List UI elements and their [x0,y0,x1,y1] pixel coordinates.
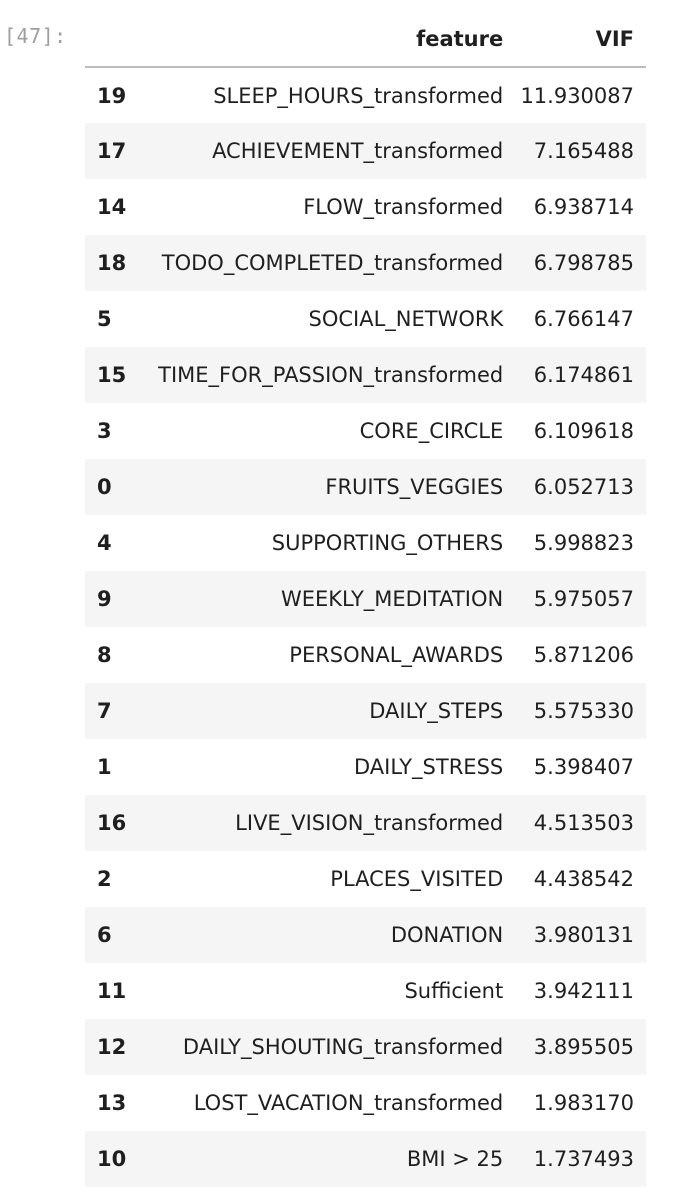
vif-column-header: VIF [517,12,646,68]
table-row: 3 CORE_CIRCLE 6.109618 [85,403,646,459]
vif-cell: 1.737493 [533,1147,634,1171]
row-index: 12 [97,1035,127,1059]
feature-cell: WEEKLY_MEDITATION [280,587,504,611]
vif-cell: 6.052713 [533,475,634,499]
feature-cell: SOCIAL_NETWORK [308,307,504,331]
row-index: 5 [97,307,112,331]
feature-cell: FLOW_transformed [303,195,504,219]
row-index: 8 [97,643,112,667]
header-row: feature VIF [85,12,646,68]
vif-cell: 5.871206 [533,643,634,667]
table-row: 7 DAILY_STEPS 5.575330 [85,683,646,739]
vif-cell: 5.575330 [533,699,634,723]
feature-cell: Sufficient [404,979,504,1003]
row-index: 14 [97,195,127,219]
row-index: 10 [97,1147,127,1171]
table-row: 1 DAILY_STRESS 5.398407 [85,739,646,795]
table-row: 19 SLEEP_HOURS_transformed 11.930087 [85,67,646,123]
vif-cell: 5.998823 [533,531,634,555]
vif-cell: 6.174861 [533,363,634,387]
vif-cell: 3.895505 [533,1035,634,1059]
vif-cell: 5.975057 [533,587,634,611]
feature-cell: DAILY_SHOUTING_transformed [182,1035,504,1059]
feature-cell: CORE_CIRCLE [359,419,504,443]
feature-cell: TIME_FOR_PASSION_transformed [158,363,504,387]
vif-cell: 1.983170 [533,1091,634,1115]
table-row: 5 SOCIAL_NETWORK 6.766147 [85,291,646,347]
cell-execution-count: [47]: [4,24,67,48]
feature-cell: SUPPORTING_OTHERS [271,531,504,555]
vif-cell: 6.766147 [533,307,634,331]
vif-cell: 6.109618 [533,419,634,443]
feature-cell: BMI > 25 [406,1147,504,1171]
dataframe-table: feature VIF 19 SLEEP_HOURS_transformed 1… [85,12,646,1187]
feature-cell: LOST_VACATION_transformed [193,1091,504,1115]
row-index: 4 [97,531,112,555]
vif-cell: 4.513503 [533,811,634,835]
vif-cell: 5.398407 [533,755,634,779]
row-index: 16 [97,811,127,835]
table-row: 8 PERSONAL_AWARDS 5.871206 [85,627,646,683]
row-index: 2 [97,867,112,891]
vif-cell: 3.980131 [533,923,634,947]
vif-cell: 4.438542 [533,867,634,891]
feature-cell: PLACES_VISITED [330,867,504,891]
row-index: 6 [97,923,112,947]
table-row: 6 DONATION 3.980131 [85,907,646,963]
vif-cell: 6.938714 [533,195,634,219]
row-index: 3 [97,419,112,443]
row-index: 17 [97,139,127,163]
row-index: 9 [97,587,112,611]
feature-cell: PERSONAL_AWARDS [289,643,504,667]
table-row: 16 LIVE_VISION_transformed 4.513503 [85,795,646,851]
table-row: 2 PLACES_VISITED 4.438542 [85,851,646,907]
row-index: 13 [97,1091,127,1115]
table-row: 11 Sufficient 3.942111 [85,963,646,1019]
index-header [85,12,149,68]
feature-cell: ACHIEVEMENT_transformed [212,139,504,163]
table-row: 4 SUPPORTING_OTHERS 5.998823 [85,515,646,571]
row-index: 1 [97,755,112,779]
table-row: 18 TODO_COMPLETED_transformed 6.798785 [85,235,646,291]
row-index: 7 [97,699,112,723]
feature-cell: LIVE_VISION_transformed [235,811,504,835]
table-row: 12 DAILY_SHOUTING_transformed 3.895505 [85,1019,646,1075]
row-index: 0 [97,475,112,499]
feature-cell: DAILY_STRESS [353,755,504,779]
vif-cell: 6.798785 [533,251,634,275]
table-row: 17 ACHIEVEMENT_transformed 7.165488 [85,123,646,179]
feature-cell: SLEEP_HOURS_transformed [213,83,504,108]
table-row: 10 BMI > 25 1.737493 [85,1131,646,1187]
vif-cell: 3.942111 [533,979,634,1003]
row-index: 19 [97,83,127,108]
row-index: 15 [97,363,127,387]
table-row: 9 WEEKLY_MEDITATION 5.975057 [85,571,646,627]
table-row: 14 FLOW_transformed 6.938714 [85,179,646,235]
vif-cell: 7.165488 [533,139,634,163]
feature-column-header: feature [149,12,518,68]
table-row: 15 TIME_FOR_PASSION_transformed 6.174861 [85,347,646,403]
table-row: 13 LOST_VACATION_transformed 1.983170 [85,1075,646,1131]
feature-cell: FRUITS_VEGGIES [325,475,504,499]
row-index: 18 [97,251,127,275]
feature-cell: DAILY_STEPS [369,699,504,723]
table-row: 0 FRUITS_VEGGIES 6.052713 [85,459,646,515]
vif-cell: 11.930087 [520,83,634,108]
feature-cell: DONATION [390,923,504,947]
row-index: 11 [97,979,127,1003]
feature-cell: TODO_COMPLETED_transformed [161,251,504,275]
